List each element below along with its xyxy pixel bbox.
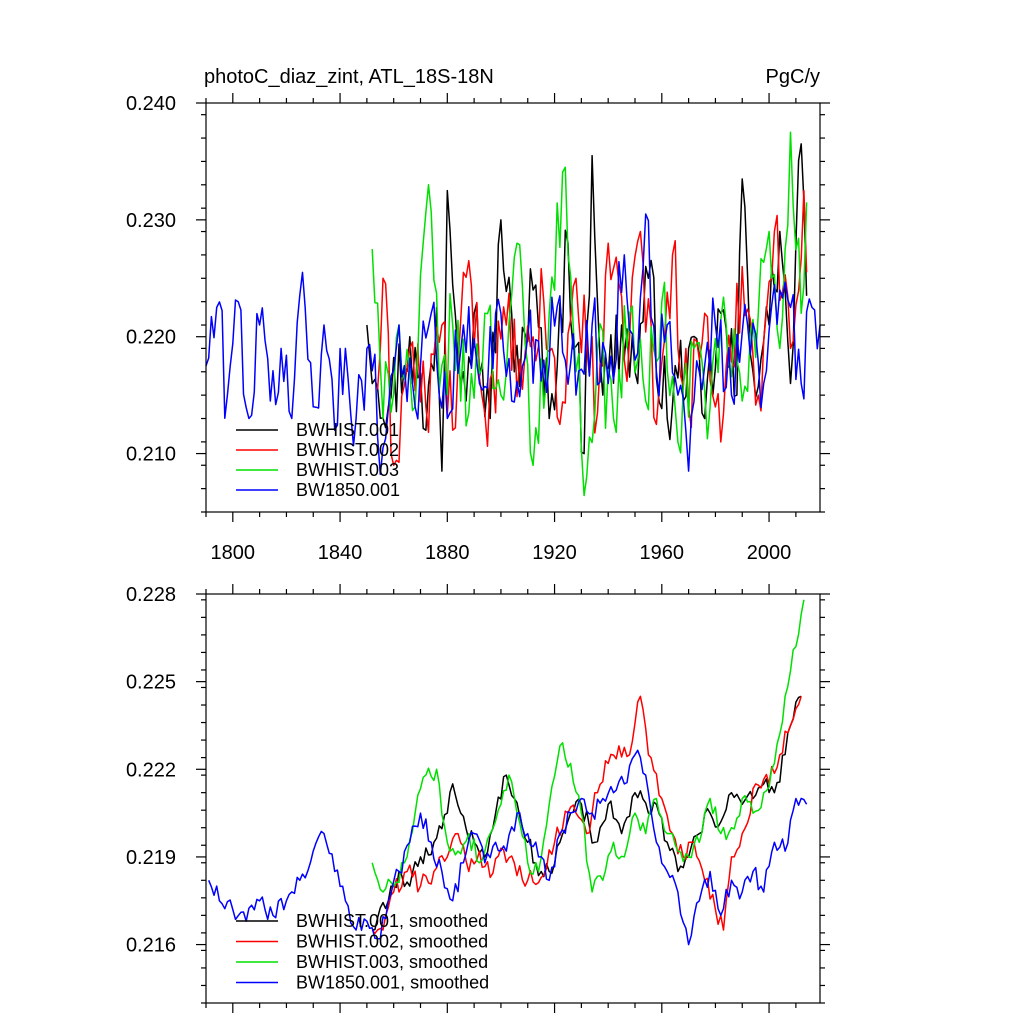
top-series-bw1850-001: [205, 213, 821, 476]
top-panel-title: photoC_diaz_zint, ATL_18S-18N: [204, 66, 494, 88]
bottom-panel: 0.216 0.219 0.222 0.225 0.228 BWHIST.001, sm…: [126, 584, 830, 1013]
top-x-tick-label: 1920: [532, 542, 577, 564]
bottom-legend-label: BWHIST.002, smoothed: [296, 932, 488, 952]
bottom-legend-label: BWHIST.001, smoothed: [296, 911, 488, 931]
top-legend-label: BWHIST.001: [296, 420, 399, 440]
bottom-legend-label: BW1850.001, smoothed: [296, 973, 489, 993]
top-y-tick-label: 0.240: [126, 93, 176, 115]
top-legend-label: BW1850.001: [296, 480, 400, 500]
top-series-bwhist-003: [371, 131, 808, 497]
bottom-series-bwhist-003-smoothed: [371, 599, 805, 893]
top-x-tick-label: 1800: [211, 542, 256, 564]
bottom-y-tick-label: 0.216: [126, 935, 176, 957]
top-x-tick-label: 2000: [747, 542, 792, 564]
top-y-tick-label: 0.220: [126, 327, 176, 349]
bottom-series-bw1850-001-smoothed: [208, 749, 808, 946]
top-y-tick-label: 0.210: [126, 444, 176, 466]
bottom-series-bwhist-001-smoothed: [372, 695, 802, 931]
top-panel: photoC_diaz_zint, ATL_18S-18N PgC/y 1800…: [126, 66, 830, 564]
bottom-plot-frame: [205, 593, 821, 1004]
bottom-y-tick-label: 0.219: [126, 847, 176, 869]
top-legend-label: BWHIST.003: [296, 460, 399, 480]
bottom-y-tick-label: 0.225: [126, 672, 176, 694]
top-legend-label: BWHIST.002: [296, 440, 399, 460]
top-panel-units: PgC/y: [766, 66, 820, 88]
top-x-tick-label: 1840: [318, 542, 363, 564]
top-x-tick-label: 1960: [640, 542, 685, 564]
bottom-legend-label: BWHIST.003, smoothed: [296, 952, 488, 972]
bottom-y-tick-label: 0.222: [126, 759, 176, 781]
top-plot-frame: [205, 102, 821, 513]
top-x-tick-label: 1880: [425, 542, 470, 564]
top-y-tick-label: 0.230: [126, 210, 176, 232]
bottom-series-bwhist-002-smoothed: [371, 695, 802, 935]
bottom-y-tick-label: 0.228: [126, 584, 176, 606]
